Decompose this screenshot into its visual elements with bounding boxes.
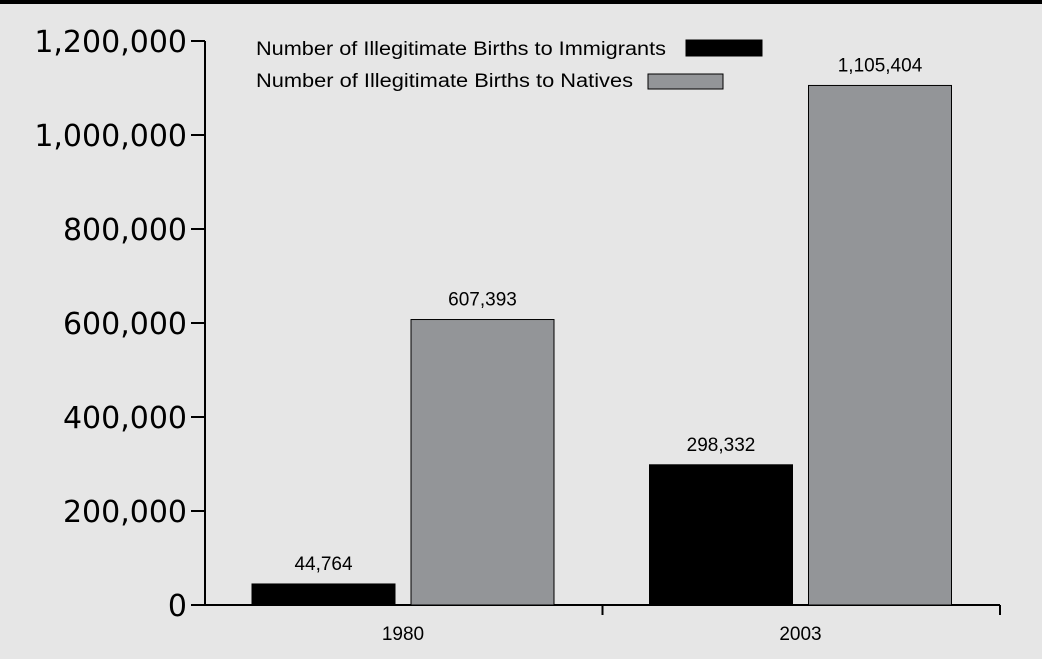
data-label: 1,105,404 [838,55,923,76]
x-tick-labels: 1980 2003 [382,624,822,645]
bar-immigrants-2003 [649,464,793,606]
bars [251,84,952,606]
y-tick-label: 1,000,000 [34,119,187,154]
data-labels: 44,764 607,393 298,332 1,105,404 [294,55,922,575]
y-tick-label: 0 [168,589,187,624]
legend-label: Number of Illegitimate Births to Immigra… [256,39,666,60]
y-tick-label: 200,000 [63,495,187,530]
data-label: 607,393 [448,290,517,311]
y-tick-label: 600,000 [63,307,187,342]
legend-label: Number of Illegitimate Births to Natives [256,71,633,92]
y-tick-label: 800,000 [63,213,187,248]
bar-natives-2003 [808,84,952,606]
y-ticks: 0 200,000 400,000 800,000 1,000,000 1,200,000… [34,25,205,624]
bar-immigrants-1980 [251,583,396,606]
y-tick-label: 400,000 [63,401,187,436]
legend-swatch [685,39,763,57]
legend: Number of Illegitimate Births to Immigra… [256,39,763,92]
bar-natives-1980 [410,319,555,606]
data-label: 298,332 [687,435,756,456]
legend-swatch [647,73,724,90]
x-dividers [601,605,1001,615]
data-label: 44,764 [294,554,353,575]
x-tick-label: 1980 [382,624,424,645]
x-tick-label: 2003 [779,624,821,645]
top-rule [0,0,1042,4]
y-tick-label: 1,200,000 [34,25,187,60]
